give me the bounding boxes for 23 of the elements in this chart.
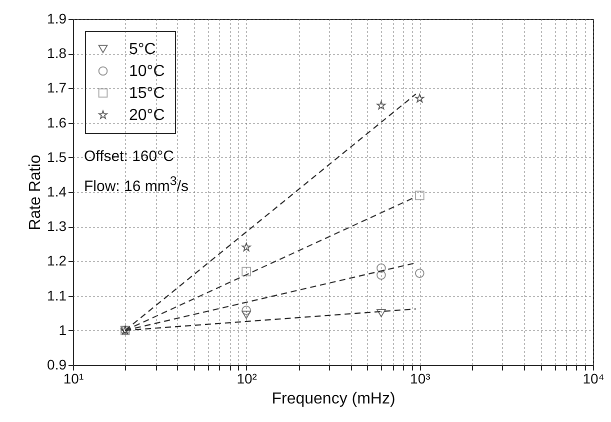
y-tick-label: 1.5 <box>47 148 67 165</box>
legend-label: 5°C <box>129 41 156 58</box>
y-tick-label: 1.1 <box>47 287 67 304</box>
legend-label: 10°C <box>129 63 165 80</box>
annotation: Flow: 16 mm$^{3}$/s <box>84 174 188 195</box>
x-axis-title: Frequency (mHz) <box>272 390 396 408</box>
y-tick-label: 0.9 <box>47 356 67 372</box>
y-tick-label: 1.6 <box>47 114 67 130</box>
y-tick-label: 1.3 <box>47 218 67 234</box>
y-tick-label: 1.7 <box>47 80 67 96</box>
legend-label: 20°C <box>129 107 165 124</box>
y-tick-label: 1.2 <box>47 252 67 269</box>
x-tick-label: 10² <box>236 370 258 386</box>
y-tick-label: 1.9 <box>47 10 67 26</box>
x-tick-label: 10⁴ <box>582 370 604 386</box>
x-tick-label: 10³ <box>410 370 431 386</box>
x-tick-label: 10¹ <box>63 370 84 386</box>
y-tick-label: 1.4 <box>47 184 67 200</box>
y-tick-label: 1 <box>58 322 67 338</box>
y-tick-label: 1.8 <box>47 45 67 62</box>
legend-label: 15°C <box>129 85 165 102</box>
annotation: Offset: 160°C <box>84 148 174 165</box>
y-axis-title: Rate Ratio <box>27 154 44 230</box>
